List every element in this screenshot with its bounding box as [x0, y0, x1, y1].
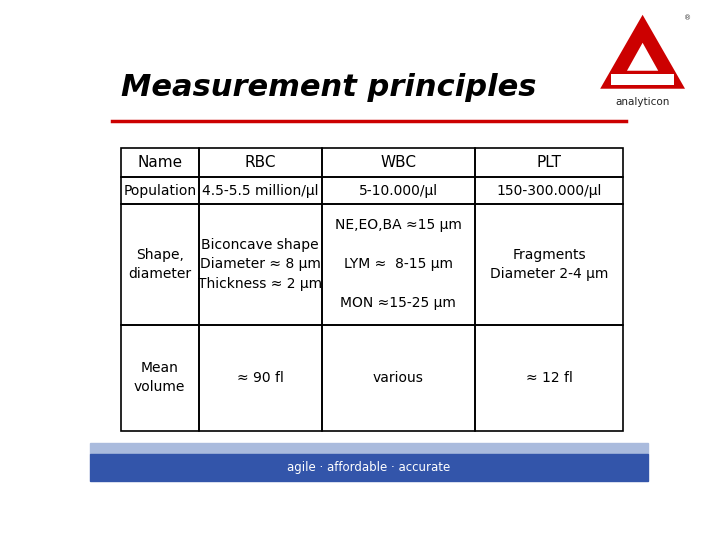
Text: 4.5-5.5 million/µl: 4.5-5.5 million/µl [202, 184, 318, 198]
Text: 150-300.000/µl: 150-300.000/µl [496, 184, 602, 198]
Text: Mean
volume: Mean volume [134, 361, 186, 394]
Bar [611, 74, 674, 85]
Polygon shape [627, 43, 658, 71]
Bar [121, 325, 199, 431]
Bar [90, 454, 648, 481]
Bar [121, 177, 199, 204]
Text: ≈ 90 fl: ≈ 90 fl [237, 370, 284, 384]
Bar [322, 177, 475, 204]
Bar [121, 148, 199, 177]
Bar [475, 204, 623, 325]
Text: Measurement principles: Measurement principles [121, 73, 536, 102]
Text: Shape,
diameter: Shape, diameter [128, 248, 192, 281]
Text: PLT: PLT [536, 155, 562, 170]
Bar [199, 204, 322, 325]
Text: analyticon: analyticon [616, 97, 670, 107]
Bar [90, 443, 648, 454]
Text: Fragments
Diameter 2-4 µm: Fragments Diameter 2-4 µm [490, 248, 608, 281]
Bar [121, 204, 199, 325]
Bar [199, 177, 322, 204]
Text: RBC: RBC [245, 155, 276, 170]
Text: various: various [373, 370, 424, 384]
Bar [199, 325, 322, 431]
Text: 5-10.000/µl: 5-10.000/µl [359, 184, 438, 198]
Bar [322, 325, 475, 431]
Text: NE,EO,BA ≈15 µm

LYM ≈  8-15 µm

MON ≈15-25 µm: NE,EO,BA ≈15 µm LYM ≈ 8-15 µm MON ≈15-25… [335, 218, 462, 310]
Polygon shape [600, 15, 685, 89]
Bar [475, 177, 623, 204]
Text: agile · affordable · accurate: agile · affordable · accurate [287, 461, 451, 474]
Text: Biconcave shape
Diameter ≈ 8 µm
Thickness ≈ 2 µm: Biconcave shape Diameter ≈ 8 µm Thicknes… [198, 238, 323, 291]
Text: ≈ 12 fl: ≈ 12 fl [526, 370, 572, 384]
Text: ®: ® [684, 16, 690, 22]
Bar [475, 325, 623, 431]
Bar [322, 204, 475, 325]
Text: Population: Population [123, 184, 197, 198]
Text: WBC: WBC [380, 155, 416, 170]
Bar [199, 148, 322, 177]
Bar [322, 148, 475, 177]
Text: Name: Name [138, 155, 182, 170]
Bar [475, 148, 623, 177]
